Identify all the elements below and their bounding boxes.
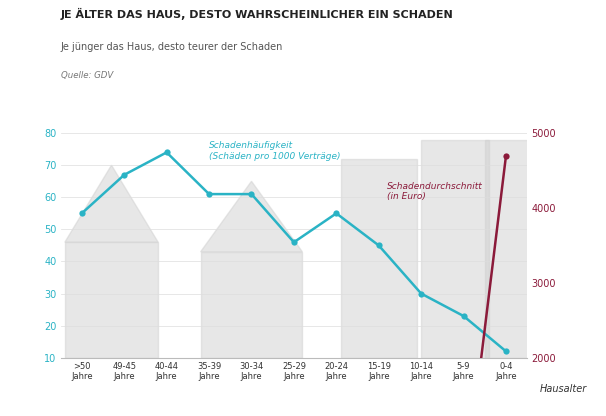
Text: Je jünger das Haus, desto teurer der Schaden: Je jünger das Haus, desto teurer der Sch… xyxy=(61,42,283,52)
Bar xyxy=(65,242,158,358)
Polygon shape xyxy=(201,181,302,252)
Text: JE ÄLTER DAS HAUS, DESTO WAHRSCHEINLICHER EIN SCHADEN: JE ÄLTER DAS HAUS, DESTO WAHRSCHEINLICHE… xyxy=(61,8,453,20)
Bar xyxy=(421,139,489,358)
Text: Schadenhäufigkeit
(Schäden pro 1000 Verträge): Schadenhäufigkeit (Schäden pro 1000 Vert… xyxy=(209,141,341,161)
Polygon shape xyxy=(65,165,158,242)
Bar xyxy=(341,159,417,358)
Text: Quelle: GDV: Quelle: GDV xyxy=(61,71,113,80)
Text: Schadendurchschnitt
(in Euro): Schadendurchschnitt (in Euro) xyxy=(387,182,483,201)
Bar xyxy=(201,252,302,358)
Text: Hausalter: Hausalter xyxy=(539,384,587,394)
Bar xyxy=(485,139,544,358)
